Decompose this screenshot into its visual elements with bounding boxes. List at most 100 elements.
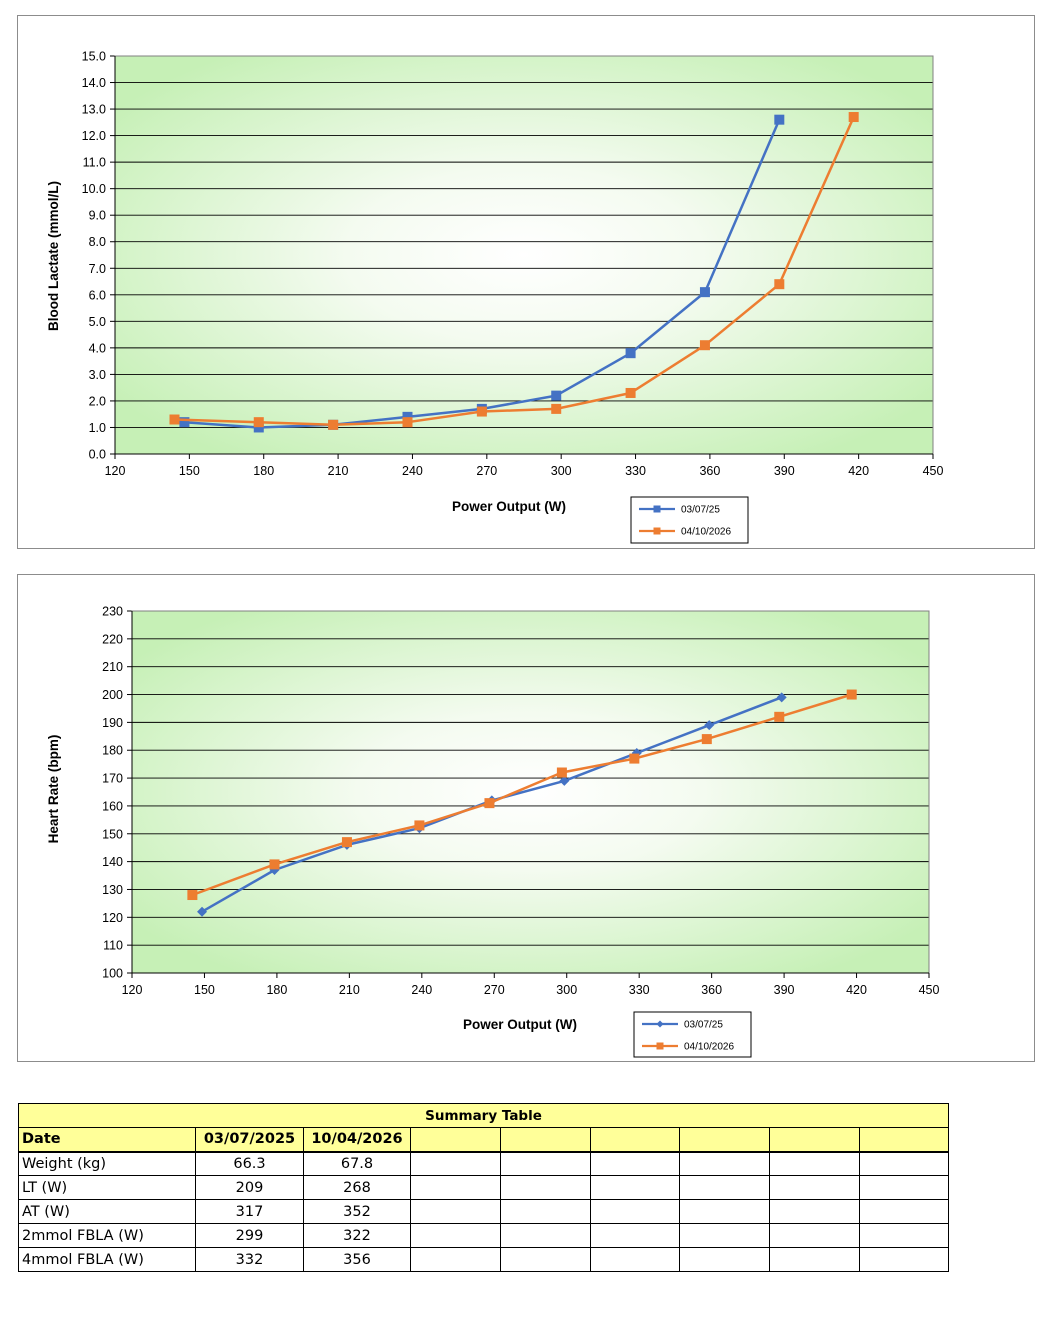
- x-tick-label: 120: [122, 983, 143, 997]
- x-tick-label: 450: [923, 464, 944, 478]
- empty-cell: [859, 1199, 949, 1224]
- data-point-marker: [848, 112, 859, 123]
- y-tick-label: 160: [102, 799, 123, 813]
- y-tick-label: 200: [102, 688, 123, 702]
- plot-area: [115, 56, 933, 454]
- summary-header-row: Date 03/07/2025 10/04/2026: [18, 1127, 949, 1153]
- y-tick-label: 180: [102, 744, 123, 758]
- data-point-marker: [402, 411, 413, 422]
- data-point-marker: [269, 859, 280, 870]
- data-point-marker: [704, 720, 715, 731]
- data-point-marker: [699, 340, 710, 351]
- data-point-marker: [625, 348, 636, 359]
- empty-cell: [410, 1247, 501, 1272]
- data-point-marker: [776, 692, 787, 703]
- x-tick-label: 390: [774, 983, 795, 997]
- legend-label: 04/10/2026: [684, 1042, 734, 1053]
- y-tick-label: 14.0: [82, 76, 106, 90]
- x-tick-label: 390: [774, 464, 795, 478]
- empty-cell: [769, 1247, 860, 1272]
- data-point-marker: [253, 417, 264, 428]
- empty-cell: [859, 1127, 949, 1153]
- x-tick-label: 180: [266, 983, 287, 997]
- plot-area: [132, 611, 929, 973]
- y-axis-title: Blood Lactate (mmol/L): [46, 181, 61, 331]
- heart-rate-chart: 100 110 120 130 140 150 160 170 180 190 200 210 220 2…: [17, 574, 1035, 1062]
- x-tick-label: 180: [253, 464, 274, 478]
- y-tick-label: 150: [102, 827, 123, 841]
- legend-marker: [656, 1020, 664, 1028]
- x-tick-label: 120: [105, 464, 126, 478]
- row-value: 299: [195, 1223, 304, 1248]
- row-label: 4mmol FBLA (W): [18, 1247, 196, 1272]
- empty-cell: [769, 1127, 860, 1153]
- table-row: 4mmol FBLA (W) 332 356: [18, 1247, 949, 1272]
- row-label: AT (W): [18, 1199, 196, 1224]
- y-axis-title: Heart Rate (bpm): [46, 735, 61, 844]
- y-tick-label: 130: [102, 883, 123, 897]
- x-tick-label: 450: [919, 983, 940, 997]
- row-label: Weight (kg): [18, 1151, 196, 1176]
- row-value: 356: [303, 1247, 411, 1272]
- x-tick-label: 360: [701, 983, 722, 997]
- table-row: AT (W) 317 352: [18, 1199, 949, 1224]
- table-row: LT (W) 209 268: [18, 1175, 949, 1200]
- x-tick-label: 420: [846, 983, 867, 997]
- y-tick-label: 140: [102, 855, 123, 869]
- data-point-marker: [484, 798, 495, 809]
- empty-cell: [679, 1247, 770, 1272]
- x-tick-label: 240: [411, 983, 432, 997]
- empty-cell: [859, 1247, 949, 1272]
- data-point-marker: [846, 689, 857, 700]
- empty-cell: [410, 1151, 501, 1176]
- y-tick-label: 110: [103, 939, 123, 953]
- x-tick-label: 420: [848, 464, 869, 478]
- y-tick-label: 3.0: [89, 368, 106, 382]
- y-tick-label: 12.0: [82, 129, 106, 143]
- y-tick-label: 4.0: [89, 341, 106, 355]
- empty-cell: [859, 1175, 949, 1200]
- data-point-marker: [551, 390, 562, 401]
- x-tick-label: 150: [194, 983, 215, 997]
- empty-cell: [590, 1199, 680, 1224]
- data-point-marker: [253, 422, 264, 433]
- y-tick-label: 2.0: [89, 394, 106, 408]
- data-point-marker: [701, 734, 712, 745]
- data-point-marker: [629, 753, 640, 764]
- row-label: 2mmol FBLA (W): [18, 1223, 196, 1248]
- legend-label: 03/07/25: [681, 505, 720, 516]
- legend-marker: [656, 1042, 664, 1050]
- empty-cell: [590, 1175, 680, 1200]
- y-tick-label: 170: [102, 772, 123, 786]
- table-row: 2mmol FBLA (W) 299 322: [18, 1223, 949, 1248]
- row-value: 209: [195, 1175, 304, 1200]
- data-point-marker: [328, 419, 339, 430]
- data-point-marker: [187, 890, 198, 901]
- lactate-chart-svg: 0.0 1.0 2.0 3.0 4.0 5.0 6.0 7.0 8.0 9.0 10.0 11.0 12…: [46, 50, 944, 544]
- empty-cell: [410, 1127, 501, 1153]
- data-point-marker: [774, 114, 785, 125]
- y-tick-label: 1.0: [89, 421, 106, 435]
- legend-marker: [653, 527, 661, 535]
- y-tick-label: 0.0: [89, 448, 106, 462]
- legend-label: 04/10/2026: [681, 527, 731, 538]
- series-line-2: [191, 693, 853, 897]
- data-point-marker: [556, 767, 567, 778]
- data-point-marker: [551, 403, 562, 414]
- data-point-marker: [476, 406, 487, 417]
- data-point-marker: [197, 906, 208, 917]
- x-tick-label: 360: [699, 464, 720, 478]
- data-point-marker: [402, 417, 413, 428]
- data-point-marker: [341, 837, 352, 848]
- y-tick-label: 190: [102, 716, 123, 730]
- heart-rate-chart-svg: 100 110 120 130 140 150 160 170 180 190 200 210 220 2…: [46, 605, 940, 1058]
- empty-cell: [679, 1175, 770, 1200]
- y-tick-label: 210: [102, 660, 123, 674]
- empty-cell: [769, 1151, 860, 1176]
- row-value: 67.8: [303, 1151, 411, 1176]
- table-row: Weight (kg) 66.3 67.8: [18, 1151, 949, 1176]
- data-point-marker: [774, 711, 785, 722]
- date-header: Date: [18, 1127, 196, 1153]
- x-tick-label: 270: [476, 464, 497, 478]
- legend-box: [630, 496, 749, 544]
